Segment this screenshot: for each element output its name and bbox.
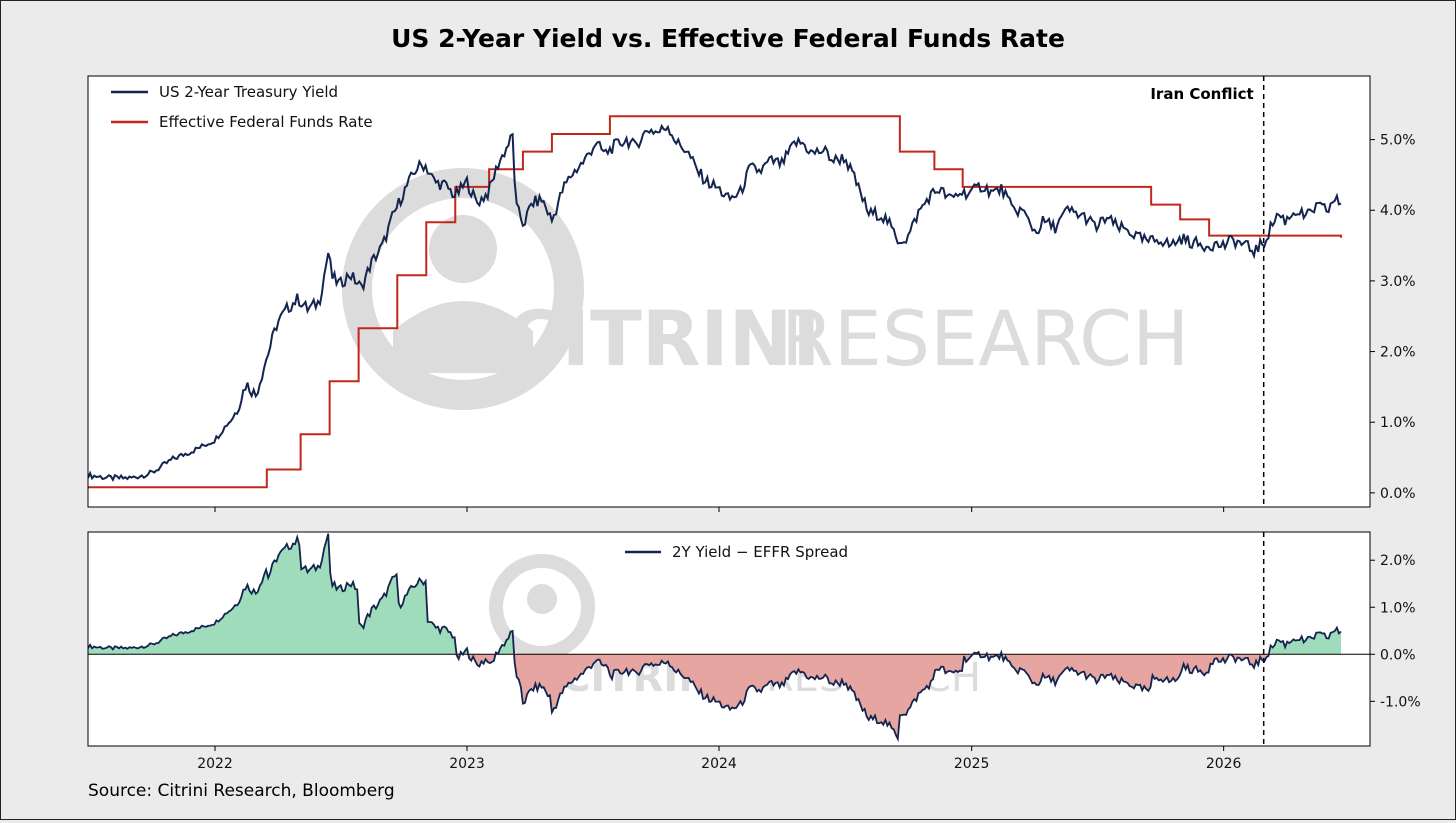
bottom-x-tick-label: 2024 [701,756,737,772]
legend-label-effr: Effective Federal Funds Rate [159,113,373,131]
top-y-tick-label: 5.0% [1380,133,1416,149]
top-y-tick-label: 0.0% [1380,486,1416,502]
bottom-y-tick-label: 1.0% [1380,600,1416,616]
bottom-x-axis: 2022 2023 2024 2025 2026 [197,746,1241,772]
watermark-logo-head [429,215,497,283]
watermark-brand-bold: CITRINI [506,294,821,383]
watermark-logo-head [527,584,557,614]
spread-panel: CITRINI RESEARCH -1.0%0.0%1.0%2.0% 20222… [88,532,1421,772]
bottom-x-tick-label: 2022 [197,756,233,772]
top-y-tick-label: 4.0% [1380,203,1416,219]
top-y-axis: 0.0% 1.0% 2.0% 3.0% 4.0% 5.0% [1370,133,1416,502]
yield-effr-panel: CITRINI RESEARCH 0.0% 1.0% 2.0% 3.0% 4.0% 5.0… [88,76,1416,512]
top-plot-area [88,76,1370,507]
top-y-tick-label: 2.0% [1380,345,1416,361]
legend-label-yield: US 2-Year Treasury Yield [159,83,338,101]
bottom-y-tick-label: 0.0% [1380,647,1416,663]
bottom-y-tick-label: 2.0% [1380,553,1416,569]
bottom-x-tick-label: 2025 [954,756,990,772]
bottom-x-tick-label: 2026 [1206,756,1242,772]
legend-label-spread: 2Y Yield − EFFR Spread [672,543,848,561]
top-x-ticks [215,507,1224,512]
iran-conflict-label: Iran Conflict [1150,85,1253,103]
bottom-x-tick-label: 2023 [449,756,485,772]
bottom-y-axis: -1.0% 0.0% 1.0% 2.0% [1370,553,1421,710]
chart-title: US 2-Year Yield vs. Effective Federal Fu… [391,24,1065,53]
watermark-brand-light: RESEARCH [781,294,1189,383]
bottom-y-tick-label: -1.0% [1380,694,1421,710]
top-y-tick-label: 3.0% [1380,274,1416,290]
source-note: Source: Citrini Research, Bloomberg [88,781,395,801]
top-y-tick-label: 1.0% [1380,415,1416,431]
